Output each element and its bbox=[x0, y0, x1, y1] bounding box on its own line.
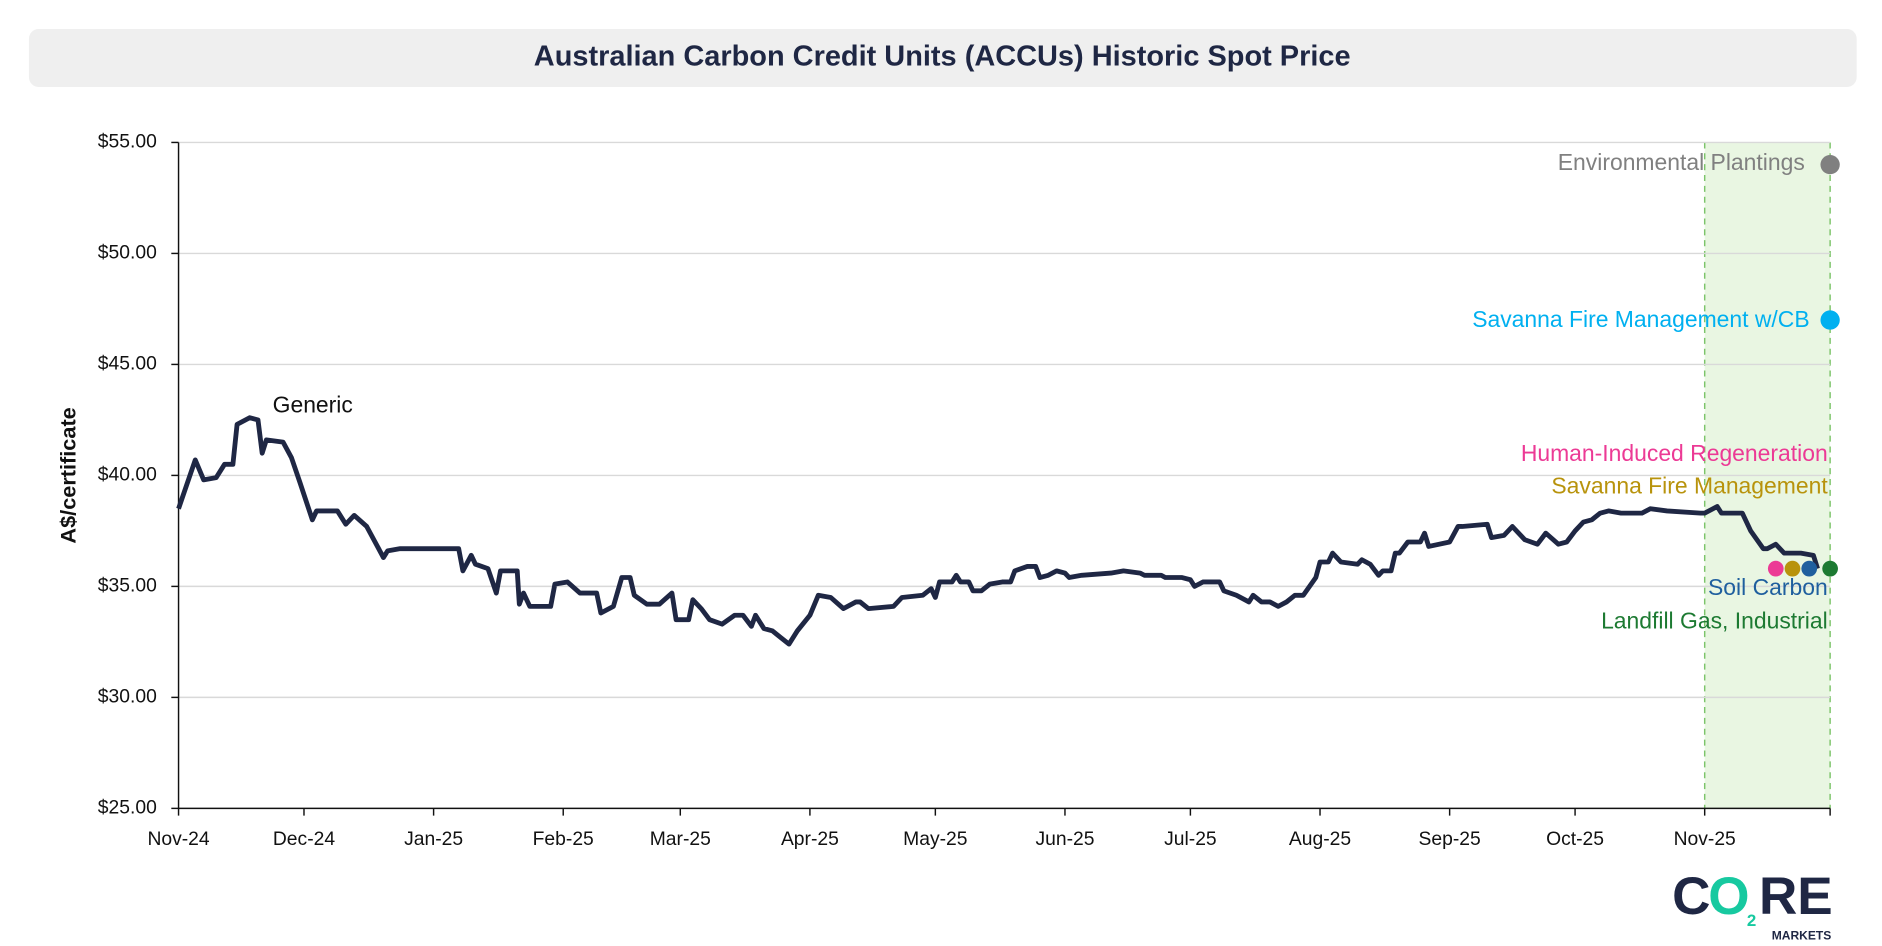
logo-text: C bbox=[1672, 867, 1710, 926]
x-tick-label: Oct-25 bbox=[1546, 829, 1604, 850]
series-label: Environmental Plantings bbox=[1558, 149, 1805, 175]
y-tick-label: $35.00 bbox=[98, 575, 157, 596]
title-box bbox=[28, 29, 1857, 87]
point bbox=[1822, 560, 1838, 577]
x-tick-label: Nov-25 bbox=[1674, 829, 1736, 850]
series-label: Savanna Fire Management w/CB bbox=[1472, 306, 1809, 332]
x-tick-label: Nov-24 bbox=[147, 829, 209, 850]
line bbox=[176, 415, 1820, 647]
x-tick-label: Jul-25 bbox=[1164, 829, 1217, 850]
x-tick-label: May-25 bbox=[903, 829, 967, 850]
point bbox=[1784, 560, 1801, 577]
logo-tagline: MARKETS bbox=[1772, 928, 1832, 942]
logo-text: O bbox=[1708, 867, 1749, 926]
y-tick-label: $45.00 bbox=[98, 354, 157, 375]
y-tick-label: $30.00 bbox=[98, 686, 157, 707]
x-tick-label: Jan-25 bbox=[404, 829, 463, 850]
y-tick-label: $25.00 bbox=[98, 797, 157, 818]
x-tick-label: Sep-25 bbox=[1419, 829, 1481, 850]
x-tick-label: Apr-25 bbox=[781, 829, 839, 850]
y-tick-label: $40.00 bbox=[98, 465, 157, 486]
y-tick-label: $50.00 bbox=[98, 243, 157, 264]
logo-text: 2 bbox=[1747, 911, 1756, 930]
x-tick-label: Feb-25 bbox=[533, 829, 594, 850]
x-tick-label: Dec-24 bbox=[273, 829, 335, 850]
point bbox=[1820, 310, 1840, 330]
point bbox=[1820, 154, 1840, 175]
chart-title: Australian Carbon Credit Units (ACCUs) H… bbox=[534, 41, 1351, 73]
x-tick-label: Aug-25 bbox=[1289, 829, 1351, 850]
series-label: Landfill Gas, Industrial bbox=[1601, 608, 1828, 634]
x-tick-label: Mar-25 bbox=[650, 829, 711, 850]
series-label: Human-Induced Regeneration bbox=[1521, 440, 1828, 466]
point bbox=[1767, 560, 1784, 577]
series-label: Soil Carbon bbox=[1708, 574, 1828, 600]
x-tick-label: Jun-25 bbox=[1035, 829, 1094, 850]
y-axis-label: A$/certificate bbox=[56, 407, 81, 543]
logo-text: RE bbox=[1759, 867, 1833, 926]
y-tick-label: $55.00 bbox=[98, 132, 157, 153]
series-label: Savanna Fire Management bbox=[1551, 473, 1828, 499]
logo: C O 2 RE MARKETS bbox=[1672, 867, 1833, 942]
point bbox=[1801, 560, 1818, 577]
series-label: Generic bbox=[273, 392, 353, 418]
